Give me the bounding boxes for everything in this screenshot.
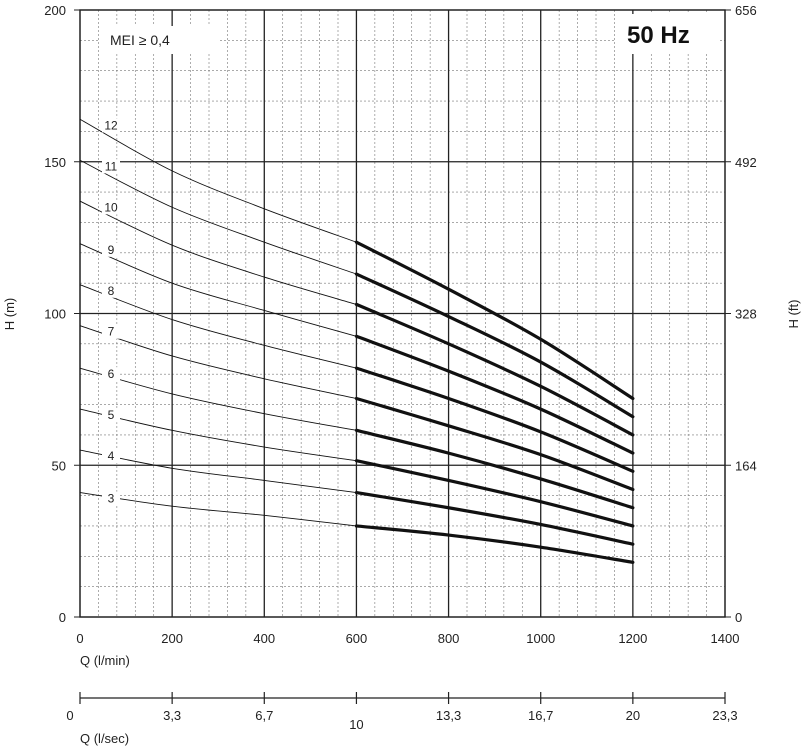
grid-minor (80, 10, 725, 617)
curve-3-operating (354, 524, 635, 564)
curve-9-thin (79, 243, 357, 337)
curve-4-thin (79, 449, 357, 494)
curve-12-operating (354, 240, 635, 401)
y-left-tick-label: 150 (44, 155, 66, 170)
curve-12-thin (79, 118, 357, 243)
y-right-tick-label: 0 (735, 610, 742, 625)
secondary-axis-ticks: 0 3,3 6,7 10 13,3 16,7 20 23,3 (66, 692, 738, 732)
curve-label-bg (102, 367, 120, 382)
y-left-tick-label: 100 (44, 307, 66, 322)
secondary-axis-label: Q (l/sec) (80, 731, 129, 746)
curve-label-bg (102, 491, 120, 506)
x-tick-label: 600 (346, 631, 368, 646)
curve-label-bg (102, 449, 120, 464)
x-tick-label: 800 (438, 631, 460, 646)
curve-3-thin (79, 492, 357, 527)
curve-11-operating (354, 272, 635, 419)
y-axis-left-label: H (m) (2, 298, 17, 331)
curve-label-6: 6 (108, 367, 115, 381)
grid-major (80, 10, 725, 617)
pump-curves (79, 118, 635, 564)
curve-label-bg (102, 159, 120, 174)
axis-ticks: 0 200 400 600 800 1000 1200 1400 0 50 100 150 200 0 16… (44, 3, 756, 646)
curve-label-11: 11 (105, 159, 118, 173)
curve-8-thin (79, 284, 357, 369)
curve-label-5: 5 (108, 408, 115, 422)
curve-7-operating (354, 396, 635, 492)
x-tick-label: 1200 (618, 631, 647, 646)
y-left-tick-label: 200 (44, 3, 66, 18)
curve-label-12: 12 (104, 118, 118, 132)
y-left-tick-label: 50 (52, 458, 66, 473)
frequency-badge: 50 Hz (627, 22, 690, 49)
curve-10-operating (354, 302, 635, 437)
curve-5-operating (354, 459, 635, 528)
y-axis-right-label: H (ft) (786, 300, 801, 329)
secondary-tick-label: 3,3 (163, 708, 181, 723)
curve-4-operating (354, 490, 635, 546)
secondary-tick-label: 13,3 (436, 708, 461, 723)
curve-labels: 3 4 5 6 7 8 9 10 11 12 (102, 118, 120, 506)
secondary-tick-label: 16,7 (528, 708, 553, 723)
curve-label-4: 4 (108, 449, 115, 463)
curve-5-thin (79, 408, 357, 462)
mei-annotation: MEI ≥ 0,4 (110, 32, 170, 48)
curve-label-bg (102, 200, 120, 215)
x-tick-label: 0 (76, 631, 83, 646)
curve-7-thin (79, 325, 357, 399)
frequency-badge-box (615, 14, 720, 54)
secondary-tick-label: 23,3 (712, 708, 737, 723)
curve-label-10: 10 (104, 200, 118, 214)
curve-label-9: 9 (108, 243, 115, 257)
curve-10-thin (79, 200, 357, 305)
annotation-box (100, 26, 218, 54)
secondary-tick-label: 6,7 (255, 708, 273, 723)
y-right-tick-label: 328 (735, 307, 757, 322)
secondary-tick-label: 20 (626, 708, 640, 723)
y-right-tick-label: 492 (735, 155, 757, 170)
x-tick-label: 1000 (526, 631, 555, 646)
curve-label-bg (102, 283, 120, 298)
curve-label-bg (102, 408, 120, 423)
x-tick-label: 1400 (711, 631, 740, 646)
y-right-tick-label: 656 (735, 3, 757, 18)
secondary-tick-label: 10 (349, 717, 363, 732)
curve-label-8: 8 (108, 284, 115, 298)
curve-6-operating (354, 428, 635, 510)
curve-label-7: 7 (108, 325, 115, 339)
secondary-tick-label: 0 (66, 708, 73, 723)
curve-11-thin (79, 159, 357, 275)
y-right-tick-label: 164 (735, 458, 757, 473)
x-tick-label: 200 (161, 631, 183, 646)
curve-8-operating (354, 366, 635, 473)
curve-6-thin (79, 367, 357, 431)
curve-label-bg (102, 242, 120, 257)
curve-label-bg (102, 324, 120, 339)
x-axis-label: Q (l/min) (80, 653, 130, 668)
y-left-tick-label: 0 (59, 610, 66, 625)
curve-9-operating (354, 334, 635, 455)
curve-label-bg (102, 118, 120, 133)
curve-label-3: 3 (108, 492, 115, 506)
x-tick-label: 400 (253, 631, 275, 646)
